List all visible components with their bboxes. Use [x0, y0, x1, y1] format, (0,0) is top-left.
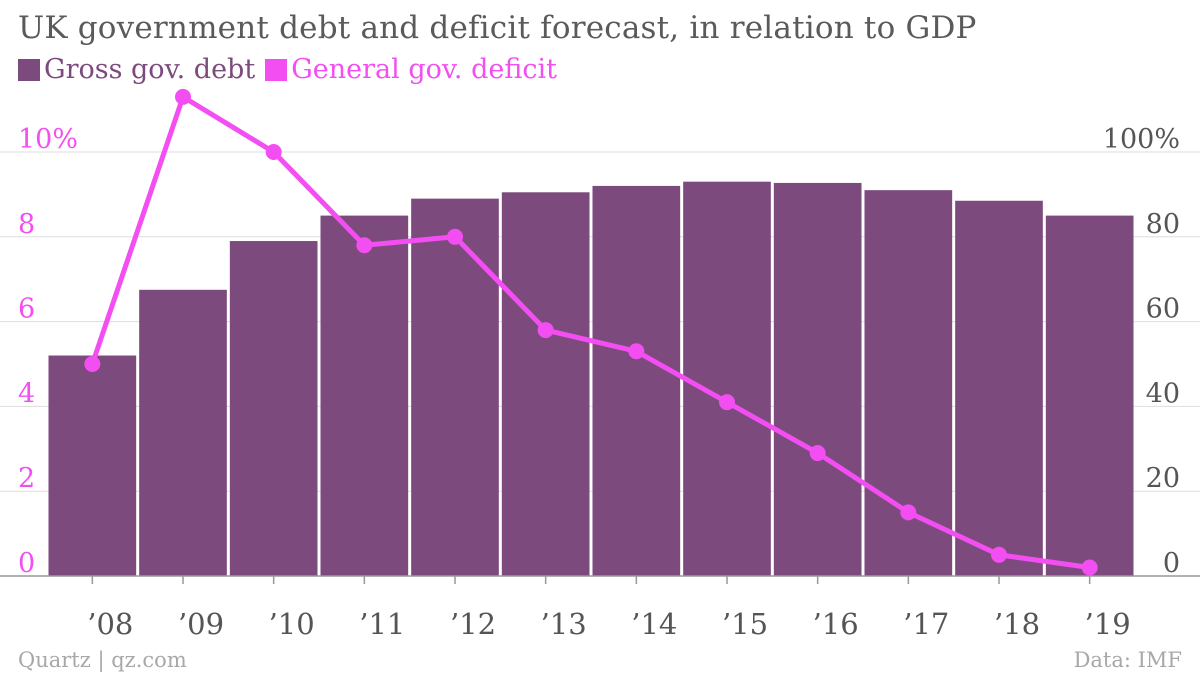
left-axis-label-2: 4: [18, 378, 35, 409]
point-deficit-11: [1081, 559, 1098, 576]
source-credit: Quartz | qz.com: [18, 648, 187, 672]
chart-title: UK government debt and deficit forecast,…: [18, 10, 977, 46]
legend: Gross gov. debt General gov. deficit: [18, 54, 567, 85]
point-deficit-3: [356, 237, 373, 254]
legend-label-deficit: General gov. deficit: [291, 54, 557, 85]
right-axis-label-0: 0: [1163, 548, 1180, 579]
bar-debt-3: [320, 215, 409, 576]
point-deficit-1: [175, 88, 191, 105]
x-tick-label-6: ’14: [631, 607, 677, 641]
x-tick-label-11: ’19: [1085, 607, 1131, 641]
point-deficit-10: [991, 546, 1007, 563]
point-deficit-5: [537, 322, 554, 339]
data-source: Data: IMF: [1073, 648, 1182, 672]
bar-debt-1: [139, 289, 227, 576]
right-axis-label-2: 40: [1146, 378, 1180, 409]
x-tick-label-1: ’09: [178, 607, 224, 641]
bar-debt-4: [411, 198, 499, 576]
right-axis-label-1: 20: [1146, 463, 1180, 494]
point-deficit-0: [84, 356, 101, 372]
right-axis-label-3: 60: [1146, 294, 1180, 325]
point-deficit-6: [628, 343, 645, 360]
x-tick-label-0: ’08: [87, 607, 133, 641]
bar-debt-7: [683, 181, 771, 576]
point-deficit-7: [719, 394, 735, 411]
x-tick-label-10: ’18: [994, 607, 1040, 641]
legend-item-debt: Gross gov. debt: [18, 54, 255, 85]
legend-swatch-debt: [18, 58, 40, 81]
right-axis-label-4: 80: [1146, 209, 1180, 240]
bar-debt-0: [48, 355, 137, 576]
point-deficit-2: [265, 144, 282, 160]
point-deficit-4: [447, 228, 463, 245]
line-deficit: [89, 94, 1091, 570]
legend-swatch-deficit: [265, 58, 288, 81]
left-axis-label-0: 0: [18, 548, 35, 579]
x-tick-label-9: ’17: [903, 607, 949, 641]
point-deficit-8: [809, 445, 826, 462]
left-axis-label-5: 10%: [18, 124, 78, 155]
right-axis-label-5: 100%: [1103, 124, 1180, 155]
x-tick-label-3: ’11: [359, 607, 405, 641]
x-tick-label-8: ’16: [813, 607, 859, 641]
legend-label-debt: Gross gov. debt: [44, 54, 256, 85]
bar-debt-2: [229, 241, 318, 577]
bar-debt-10: [955, 200, 1043, 576]
x-tick-label-2: ’10: [269, 607, 315, 641]
left-axis-label-1: 2: [18, 463, 35, 494]
bar-debt-5: [501, 192, 590, 576]
legend-item-deficit: General gov. deficit: [265, 54, 557, 85]
bar-debt-6: [592, 185, 681, 577]
left-axis-label-3: 6: [18, 294, 35, 325]
bar-debt-11: [1045, 215, 1134, 576]
left-axis-label-4: 8: [18, 209, 35, 240]
bar-debt-8: [773, 182, 862, 576]
x-tick-label-4: ’12: [450, 607, 496, 641]
x-tick-label-5: ’13: [541, 607, 587, 641]
point-deficit-9: [900, 504, 917, 521]
x-tick-label-7: ’15: [722, 607, 768, 641]
